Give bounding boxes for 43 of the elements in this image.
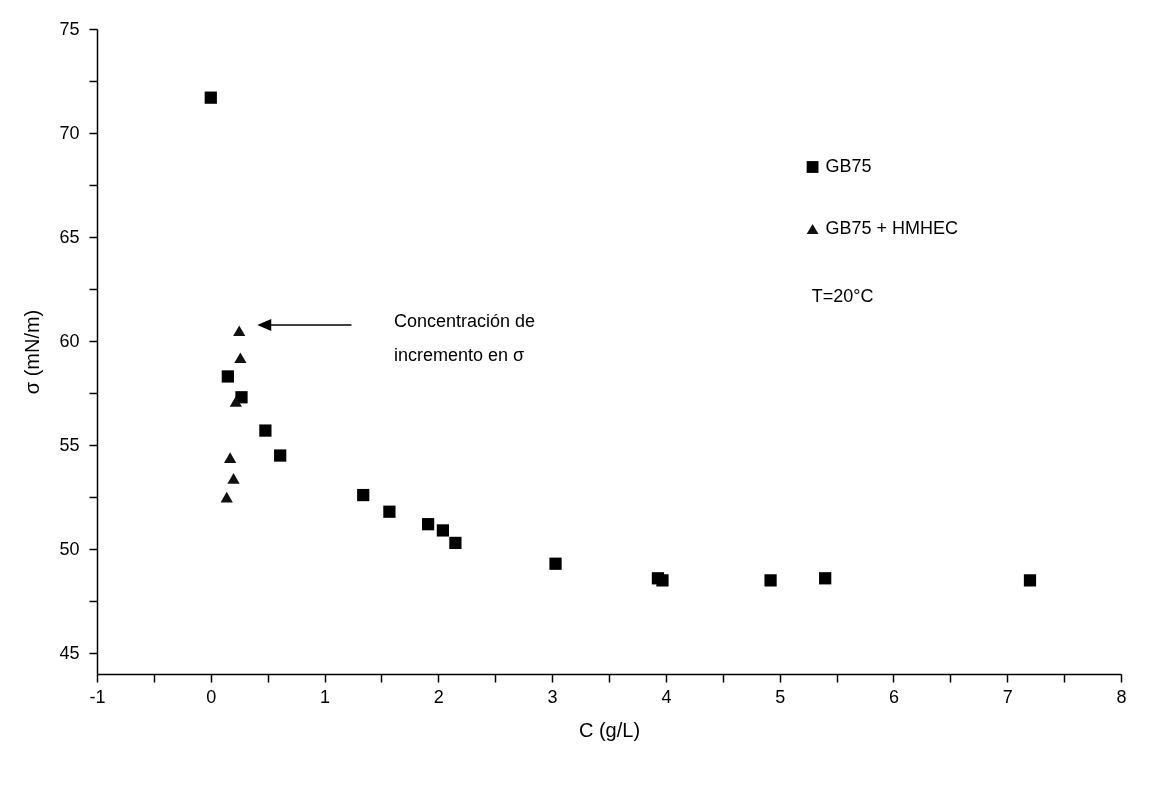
point <box>421 518 435 531</box>
x-tick-label: 3 <box>547 686 558 707</box>
y-tick-label: 75 <box>59 18 80 39</box>
point <box>227 473 240 484</box>
point <box>234 352 247 364</box>
y-tick-label: 45 <box>59 642 80 663</box>
y-axis-title: σ (mN/m) <box>21 309 44 395</box>
point <box>204 91 217 104</box>
y-tick-label: 60 <box>59 330 80 351</box>
point <box>656 574 669 587</box>
point <box>233 325 246 336</box>
point <box>819 572 832 585</box>
y-tick-label: 65 <box>59 226 80 247</box>
point <box>357 488 370 502</box>
point <box>1023 574 1037 587</box>
annotation: Concentración de incremento en σ <box>393 311 536 366</box>
point <box>229 396 242 407</box>
point <box>436 524 450 537</box>
point <box>220 491 233 503</box>
point <box>383 505 396 518</box>
x-tick-label: -1 <box>89 686 106 707</box>
point <box>259 424 272 437</box>
point <box>221 370 234 383</box>
legend-label: GB75 <box>825 156 872 176</box>
x-axis-title: C (g/L) <box>578 718 641 741</box>
point <box>549 557 562 570</box>
point <box>449 536 462 550</box>
legend-label: GB75 + HMHEC <box>825 218 959 238</box>
x-tick-label: 5 <box>775 686 786 707</box>
x-tick-label: 2 <box>433 686 444 707</box>
x-tick-label: 7 <box>1002 686 1013 707</box>
x-tick-label: 1 <box>320 686 331 707</box>
x-tick-label: 4 <box>661 686 672 707</box>
annotation: T=20°C <box>811 285 874 306</box>
point <box>764 574 777 587</box>
point <box>224 452 237 463</box>
x-tick-label: 0 <box>206 686 217 707</box>
x-tick-label: 6 <box>888 686 899 707</box>
y-tick-label: 55 <box>59 434 80 455</box>
point <box>274 449 287 462</box>
x-tick-label: 8 <box>1116 686 1127 707</box>
y-tick-label: 50 <box>59 538 80 559</box>
y-tick-label: 70 <box>59 122 80 143</box>
